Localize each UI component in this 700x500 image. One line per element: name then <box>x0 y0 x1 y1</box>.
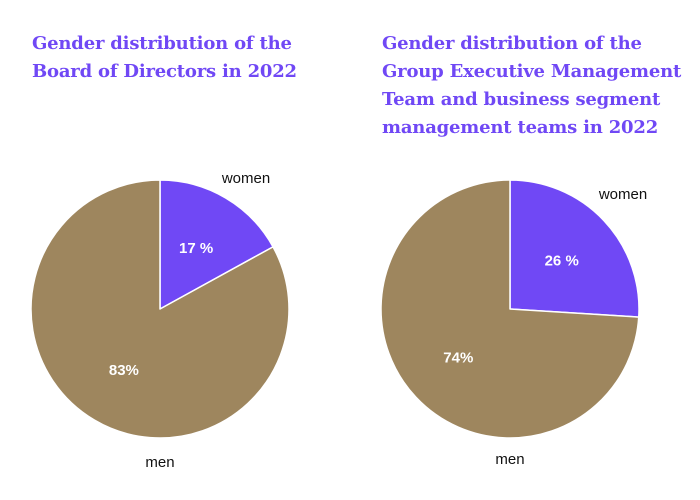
data-label-management-men: 74% <box>443 350 473 367</box>
data-label-management-women: 26 % <box>545 252 579 269</box>
chart-title-management: Gender distribution of the Group Executi… <box>382 33 682 138</box>
pie-slice-board-women <box>159 179 274 310</box>
chart-title-board: Gender distribution of the Board of Dire… <box>32 33 297 82</box>
category-label-management-women: women <box>598 186 647 203</box>
pie-slice-management-women <box>509 179 640 318</box>
pie-slice-management-men <box>380 179 640 439</box>
category-label-board-men: men <box>145 454 174 471</box>
category-label-board-women: women <box>221 170 270 187</box>
data-label-board-women: 17 % <box>179 240 213 257</box>
data-label-board-men: 83% <box>109 362 139 379</box>
category-label-management-men: men <box>495 451 524 468</box>
pie-slice-board-men <box>30 179 290 439</box>
